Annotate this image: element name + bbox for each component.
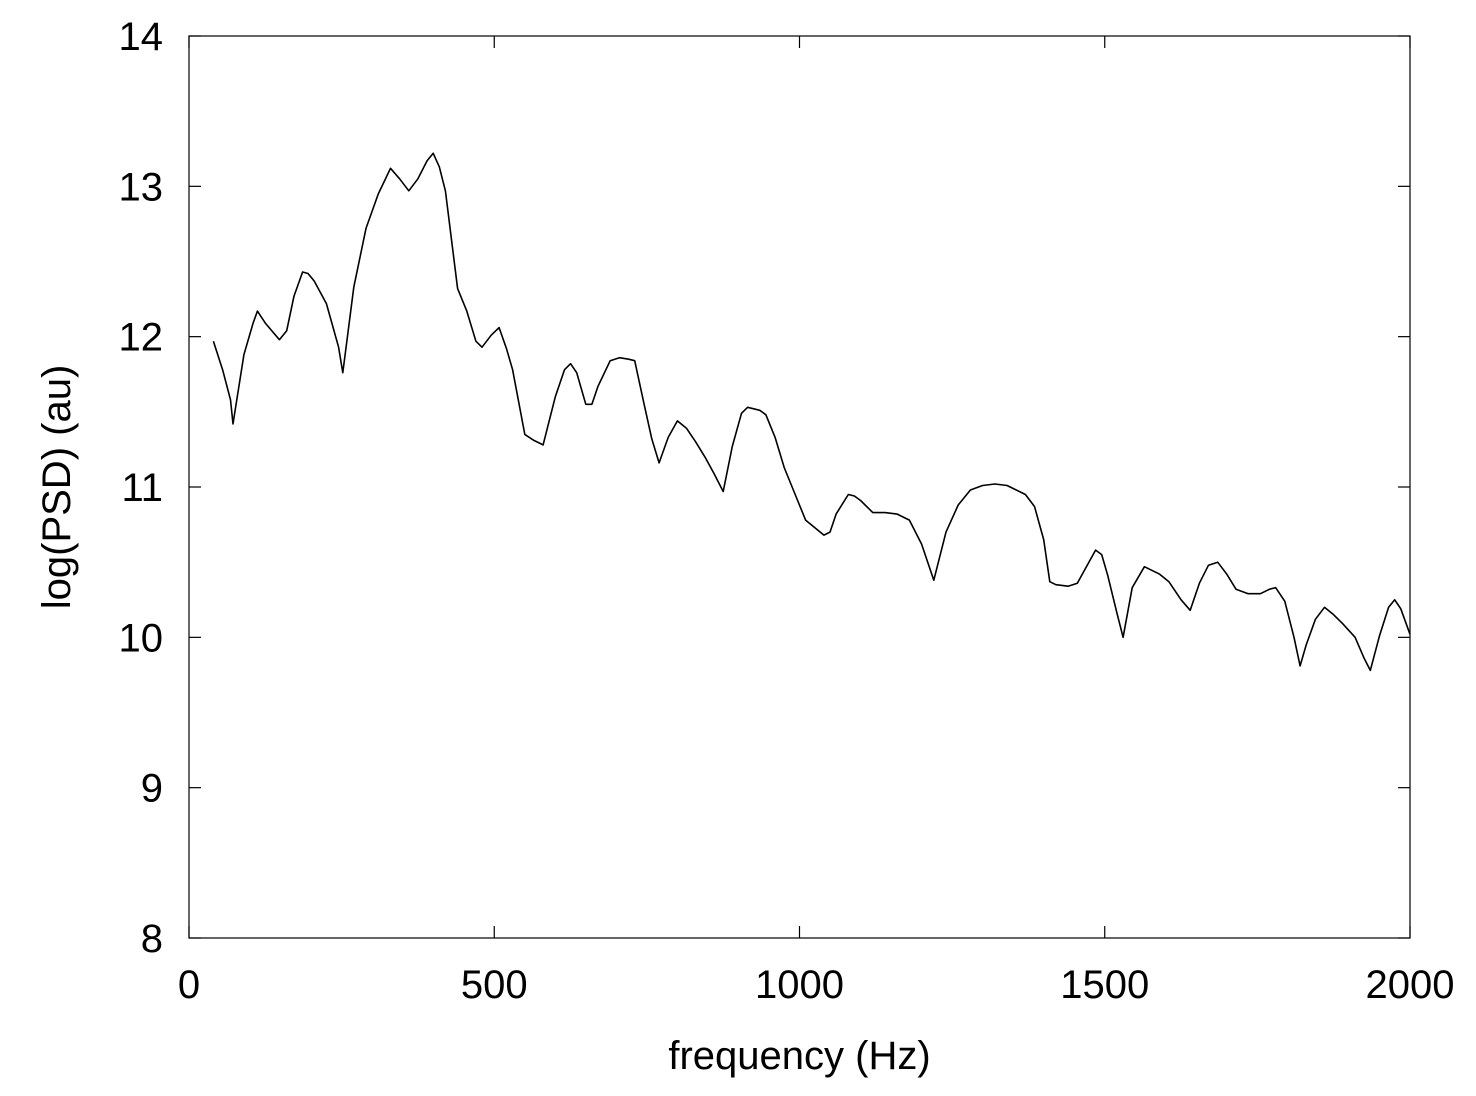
- y-tick-label: 14: [119, 15, 164, 59]
- x-tick-label: 0: [178, 963, 200, 1007]
- x-tick-label: 1500: [1060, 963, 1149, 1007]
- y-tick-label: 11: [121, 466, 163, 510]
- x-tick-label: 1000: [755, 963, 844, 1007]
- x-axis-ticks: [188, 36, 1411, 938]
- series-line: [212, 152, 1411, 672]
- x-tick-label: 500: [461, 963, 528, 1007]
- y-tick-label: 8: [141, 917, 163, 961]
- y-tick-label: 9: [141, 767, 163, 811]
- plot-frame: [188, 35, 1411, 939]
- x-axis-tick-labels: 0 500 1000 1500 2000: [178, 963, 1455, 1007]
- y-tick-label: 12: [119, 316, 164, 360]
- x-tick-label: 2000: [1366, 963, 1455, 1007]
- y-axis-tick-labels: 8 9 10 11 12 13 14: [119, 15, 164, 961]
- y-tick-label: 10: [119, 616, 164, 660]
- x-axis-title: frequency (Hz): [668, 1034, 930, 1078]
- y-axis-title: log(PSD) (au): [35, 365, 79, 610]
- y-tick-label: 13: [119, 165, 164, 209]
- y-axis-ticks: [189, 35, 1410, 939]
